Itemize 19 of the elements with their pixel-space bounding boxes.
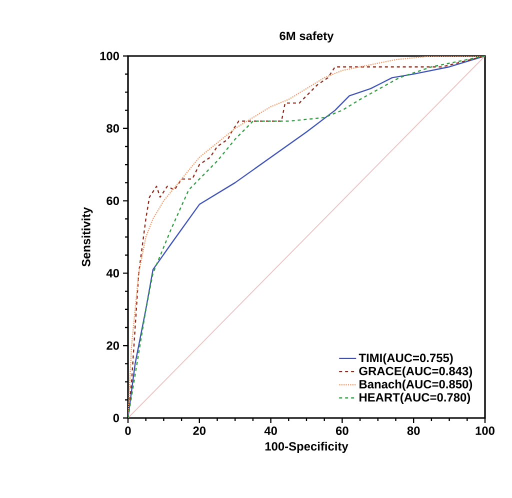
- x-axis-title: 100-Specificity: [265, 442, 348, 453]
- x-tick-label: 20: [193, 426, 206, 435]
- legend-label: HEART(AUC=0.780): [360, 392, 470, 404]
- legend-label: Banach(AUC=0.850): [360, 380, 472, 391]
- x-tick-label: 40: [264, 426, 277, 435]
- y-tick-label: 40: [106, 268, 120, 278]
- x-tick-label: 100: [476, 426, 494, 435]
- x-tick-label: 60: [336, 426, 348, 435]
- y-tick-label: 100: [100, 52, 119, 60]
- legend-label: GRACE(AUC=0.843): [359, 366, 472, 378]
- y-tick-label: 20: [106, 341, 120, 350]
- y-axis-title: Sensitivity: [82, 207, 93, 267]
- x-tick-label: 0: [125, 426, 131, 435]
- x-tick-label: 80: [407, 426, 420, 435]
- legend-label: TIMI(AUC=0.755): [358, 353, 453, 365]
- y-tick-label: 0: [113, 414, 120, 422]
- chart-title: 6M safety: [280, 31, 334, 43]
- y-tick-label: 80: [106, 124, 120, 133]
- y-tick-label: 60: [106, 196, 120, 206]
